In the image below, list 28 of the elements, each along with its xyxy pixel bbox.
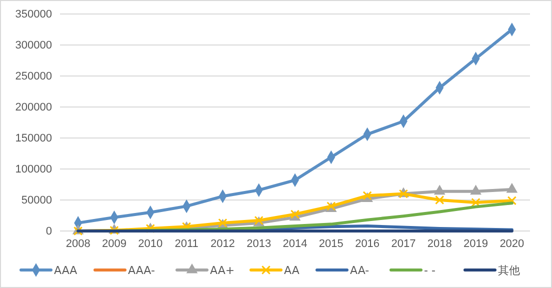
x-tick-label: 2013: [246, 238, 272, 250]
legend-label: 其他: [498, 264, 520, 277]
y-tick-label: 350000: [15, 8, 52, 21]
y-tick-label: 300000: [15, 40, 52, 52]
legend-label: AAA: [54, 264, 78, 277]
legend-label: AA+: [210, 264, 235, 277]
y-tick-label: 100000: [15, 164, 52, 176]
y-tick-label: 50000: [21, 194, 52, 207]
legend-label: AA-: [350, 264, 370, 277]
x-tick-label: 2018: [427, 238, 452, 250]
x-tick-label: 2012: [210, 238, 235, 250]
x-tick-label: 2017: [391, 238, 416, 250]
x-tick-label: 2011: [174, 238, 198, 250]
x-tick-label: 2019: [464, 238, 488, 250]
legend-label: - -: [424, 264, 436, 277]
x-tick-label: 2016: [355, 238, 380, 250]
legend-label: AA: [284, 264, 300, 277]
legend-label: AAA-: [128, 264, 155, 277]
y-tick-label: 150000: [15, 132, 52, 145]
x-tick-label: 2020: [500, 238, 524, 250]
x-tick-label: 2015: [318, 238, 344, 250]
x-tick-label: 2014: [282, 238, 308, 250]
x-tick-label: 2008: [66, 238, 90, 250]
y-tick-label: 250000: [15, 70, 52, 83]
y-tick-label: 0: [46, 226, 52, 238]
x-tick-label: 2010: [138, 238, 163, 250]
y-tick-label: 200000: [15, 102, 52, 114]
x-tick-label: 2009: [102, 238, 126, 250]
